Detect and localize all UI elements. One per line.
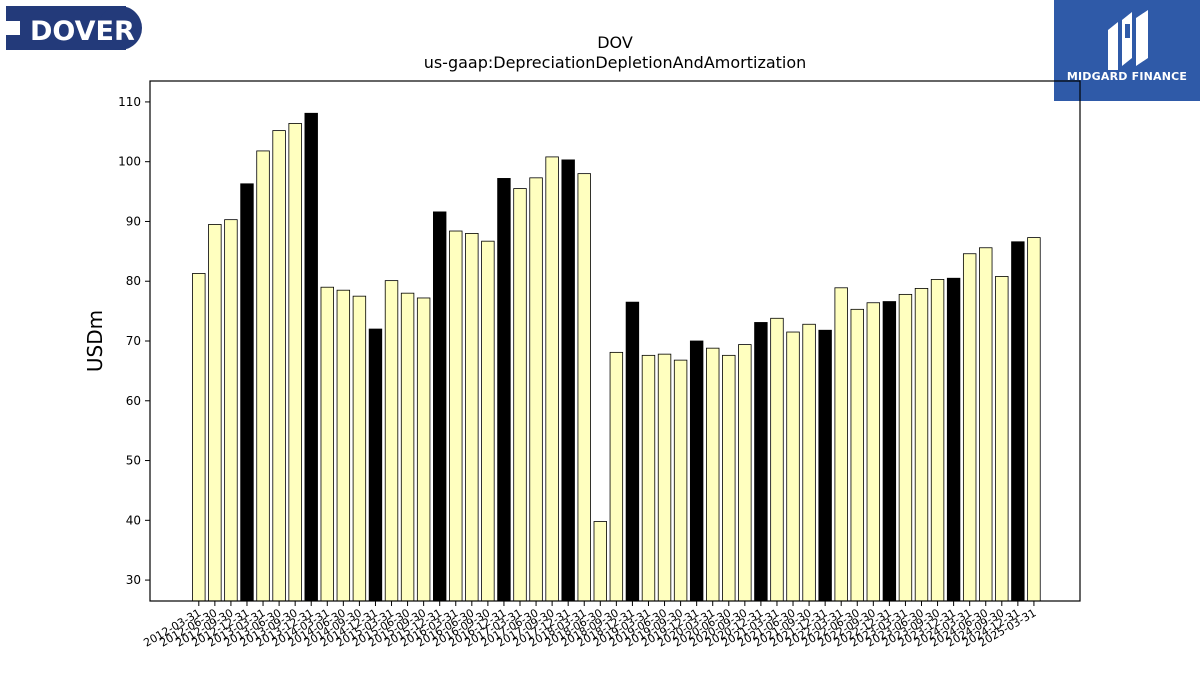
bar-2012-12-31	[240, 183, 254, 602]
y-tick-label: 30	[126, 573, 141, 587]
bar-2016-03-31	[449, 230, 463, 602]
bar-2023-12-31	[946, 277, 961, 602]
bar-2012-06-30	[208, 224, 222, 602]
y-tick-label: 70	[126, 334, 141, 348]
bar-2020-12-31	[754, 322, 768, 602]
bar-2013-06-30	[272, 130, 286, 602]
y-tick-label: 50	[126, 454, 141, 468]
dover-logo: DOVER	[0, 6, 142, 50]
bar-2012-03-31	[192, 273, 206, 602]
bar-2014-12-31	[368, 328, 383, 602]
bar-2023-03-31	[898, 293, 913, 602]
bar-2020-03-31	[706, 347, 720, 602]
bar-2022-12-31	[882, 301, 897, 602]
midgard-mark-icon	[1108, 10, 1148, 70]
dover-logo-text: DOVER	[30, 16, 135, 47]
bar-2013-09-30	[288, 123, 302, 602]
bar-2022-03-31	[834, 287, 848, 602]
chart-title: DOV	[597, 33, 633, 52]
midgard-finance-logo: MIDGARD FINANCE	[1054, 0, 1200, 101]
bar-2019-09-30	[673, 359, 688, 602]
bar-2018-12-31	[625, 301, 640, 602]
y-tick-label: 80	[126, 274, 141, 288]
bar-2024-09-30	[995, 276, 1009, 602]
bar-2014-06-30	[336, 289, 351, 602]
bar-2016-12-31	[497, 178, 511, 602]
bar-2012-09-30	[224, 219, 238, 602]
bar-2016-09-30	[481, 240, 495, 602]
bar-2024-03-31	[962, 253, 977, 602]
bar-2024-12-31	[1011, 241, 1025, 602]
bar-2018-06-30	[593, 521, 608, 602]
bar-2023-06-30	[914, 287, 929, 602]
bar-2019-12-31	[689, 340, 704, 602]
bar-2022-06-30	[850, 308, 864, 602]
bar-2022-09-30	[866, 302, 881, 602]
y-axis-label: USDm	[83, 310, 107, 372]
dover-logo-notch	[0, 21, 20, 35]
bar-2025-03-31	[1027, 237, 1041, 602]
bar-2019-06-30	[657, 353, 672, 602]
dover-logo-cap	[98, 6, 142, 50]
y-tick-label: 110	[118, 95, 141, 109]
bar-2015-12-31	[432, 211, 447, 602]
y-tick-label: 60	[126, 394, 141, 408]
y-tick-label: 90	[126, 214, 141, 228]
bar-2014-09-30	[352, 295, 367, 602]
bar-2013-03-31	[256, 150, 270, 602]
y-tick-label: 40	[126, 513, 141, 527]
y-tick-label: 100	[118, 155, 141, 169]
bar-2021-03-31	[770, 317, 784, 602]
bar-2014-03-31	[320, 286, 334, 602]
bar-2019-03-31	[641, 354, 656, 602]
bar-2013-12-31	[304, 112, 318, 602]
bar-2021-12-31	[818, 329, 832, 602]
bar-2020-09-30	[738, 344, 752, 602]
bar-2016-06-30	[465, 233, 479, 602]
x-axis: 2012-03-312012-06-302012-09-302012-12-31…	[141, 601, 1038, 650]
bar-2018-03-31	[577, 173, 591, 602]
bars-group	[192, 112, 1041, 602]
chart-subtitle: us-gaap:DepreciationDepletionAndAmortiza…	[424, 53, 807, 72]
bar-2021-09-30	[802, 323, 816, 602]
bar-2015-03-31	[384, 280, 399, 602]
bar-2017-03-31	[513, 188, 527, 602]
bar-2017-06-30	[529, 177, 543, 602]
bar-2018-09-30	[609, 351, 624, 602]
bar-2017-12-31	[561, 159, 575, 602]
bar-2023-09-30	[930, 279, 945, 602]
bar-2015-06-30	[400, 292, 415, 602]
bar-2015-09-30	[416, 297, 431, 602]
bar-2024-06-30	[979, 247, 993, 602]
bar-2017-09-30	[545, 156, 559, 602]
bar-2021-06-30	[786, 331, 800, 602]
midgard-brand-text: MIDGARD FINANCE	[1066, 70, 1188, 83]
y-axis: 30 40 50 60 70 80 90 100 110	[118, 95, 150, 587]
bar-2020-06-30	[722, 354, 736, 602]
